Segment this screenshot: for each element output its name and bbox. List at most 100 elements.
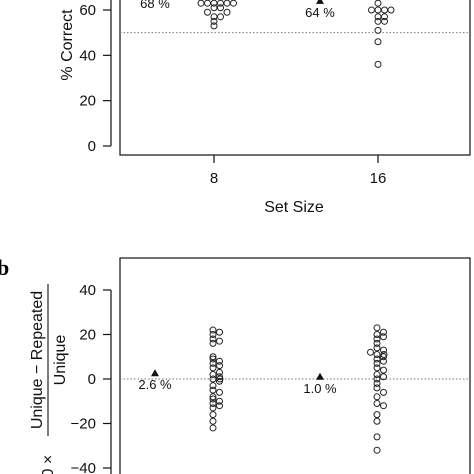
panel-b-data-point	[373, 399, 381, 407]
panel-b-data-point	[380, 388, 387, 396]
panel-b-data-point	[209, 375, 217, 383]
panel-b-y-tick-label: 20	[79, 327, 96, 344]
panel-b-data-point	[380, 402, 387, 410]
panel-b-data-point	[380, 351, 388, 359]
panel-a-data-point	[381, 6, 388, 14]
panel-b-y-tick-label: −40	[71, 460, 96, 474]
panel-b-data-point	[209, 339, 217, 347]
panel-a-y-tick-label: 0	[88, 138, 96, 155]
panel-a-data-point	[368, 6, 375, 14]
panel-a-data-point	[210, 4, 218, 12]
panel-b-ylabel-prefix: 100 ×	[40, 455, 57, 474]
panel-a-mean-marker	[316, 0, 324, 4]
panel-a-data-point	[374, 17, 382, 25]
panel-b-data-point	[367, 348, 374, 356]
panel-b-data-point	[209, 395, 217, 403]
panel-a-data-point	[217, 13, 224, 21]
panel-b-data-point	[209, 359, 217, 367]
panel-b-data-point	[209, 417, 217, 425]
panel-a-data-point	[387, 6, 395, 14]
panel-b-data-point	[373, 335, 381, 343]
panel-a-data-point	[210, 22, 218, 30]
panel-b-data-point	[209, 404, 217, 412]
panel-b-data-point	[380, 333, 387, 341]
panel-b-data-point	[209, 331, 217, 338]
panel-a-data-point	[381, 17, 388, 25]
panel-b-letter: b	[0, 255, 9, 280]
panel-b-data-point	[373, 355, 381, 363]
panel-a: % Correct Set Size 0 20 40 60 68 % 64 %	[59, 0, 471, 216]
panel-b-data-point	[209, 393, 217, 401]
panel-a-data-point	[374, 60, 382, 68]
panel-b-mean-marker	[316, 372, 324, 380]
panel-a-data-point	[223, 0, 231, 7]
panel-a-mean-label: 68 %	[140, 0, 170, 11]
panel-a-data-point	[374, 26, 382, 34]
panel-b-data-point	[209, 371, 217, 379]
panel-a-data-point	[204, 0, 211, 7]
panel-b-data-point	[209, 411, 217, 419]
panel-a-y-tick-label: 40	[79, 47, 96, 64]
panel-a-x-tick-label: 16	[370, 170, 387, 187]
panel-b-data-point	[373, 344, 381, 352]
panel-b-data-point	[373, 393, 381, 401]
panel-a-x-tick-label: 8	[210, 170, 218, 187]
panel-b-y-axis-title: Unique − Repeated Unique 100 ×	[29, 284, 69, 474]
panel-b-mean-label: 1.0 %	[303, 381, 337, 396]
panel-a-data-point	[210, 17, 218, 25]
panel-a-data-point	[197, 0, 205, 7]
panel-a-data-point	[374, 38, 382, 46]
panel-b-data-point	[380, 346, 387, 354]
panel-b-data-point	[216, 328, 223, 336]
panel-a-x-axis-title: Set Size	[264, 199, 324, 216]
panel-b-data-point	[209, 382, 217, 390]
panel-b-data-point	[209, 399, 217, 407]
panel-a-data-point	[381, 13, 388, 21]
panel-b-data-point	[373, 411, 381, 419]
panel-a-mean-label: 64 %	[305, 5, 335, 20]
panel-b-data-point	[216, 397, 223, 405]
panel-b-data-point	[373, 364, 381, 372]
panel-b-data-point	[209, 353, 217, 361]
panel-b-data-point	[380, 357, 387, 365]
panel-b-mean-marker	[151, 369, 159, 377]
panel-b-data-point	[216, 375, 224, 383]
panel-b-data-point	[216, 362, 223, 370]
panel-b-data-point	[209, 424, 217, 432]
panel-b-data-point	[373, 359, 381, 367]
panel-b-data-point	[209, 364, 217, 372]
panel-b-data-point	[373, 324, 381, 332]
panel-a-data-point	[217, 4, 224, 12]
panel-b-data-point	[216, 368, 223, 376]
panel-b-data-point	[209, 355, 217, 363]
panel-b-y-tick-label: 0	[88, 371, 96, 388]
panel-b-data-point	[373, 379, 381, 387]
panel-b-frame	[119, 257, 471, 474]
panel-b-ylabel-denominator: Unique	[52, 335, 69, 386]
panel-b: b Unique − Repeated Unique 100 × −40 −20 0…	[0, 255, 471, 474]
panel-b-data-point	[216, 402, 223, 410]
panel-b-data-point	[209, 386, 217, 394]
panel-b-ylabel-numerator: Unique − Repeated	[29, 291, 46, 429]
panel-b-data-point	[373, 339, 381, 347]
panel-b-data-point	[380, 328, 387, 336]
panel-b-data-point	[216, 388, 223, 396]
panel-b-data-point	[216, 357, 223, 365]
panel-a-data-point	[374, 0, 382, 7]
panel-b-data-point	[209, 335, 217, 343]
panel-a-data-point	[230, 0, 237, 7]
panel-b-data-point	[216, 337, 223, 345]
panel-a-y-tick-label: 20	[79, 93, 96, 110]
panel-b-data-point	[373, 417, 381, 425]
panel-b-data-point	[373, 433, 381, 441]
panel-a-data-point	[204, 8, 211, 16]
panel-b-data-point	[373, 351, 381, 359]
panel-b-data-point	[380, 366, 387, 374]
panel-a-y-tick-label: 60	[79, 2, 96, 19]
panel-a-frame	[119, 0, 471, 156]
panel-b-y-tick-label: 40	[79, 282, 96, 299]
panel-b-data-point	[373, 371, 381, 379]
panel-b-data-point	[373, 446, 381, 454]
panel-b-data-point	[380, 373, 387, 381]
